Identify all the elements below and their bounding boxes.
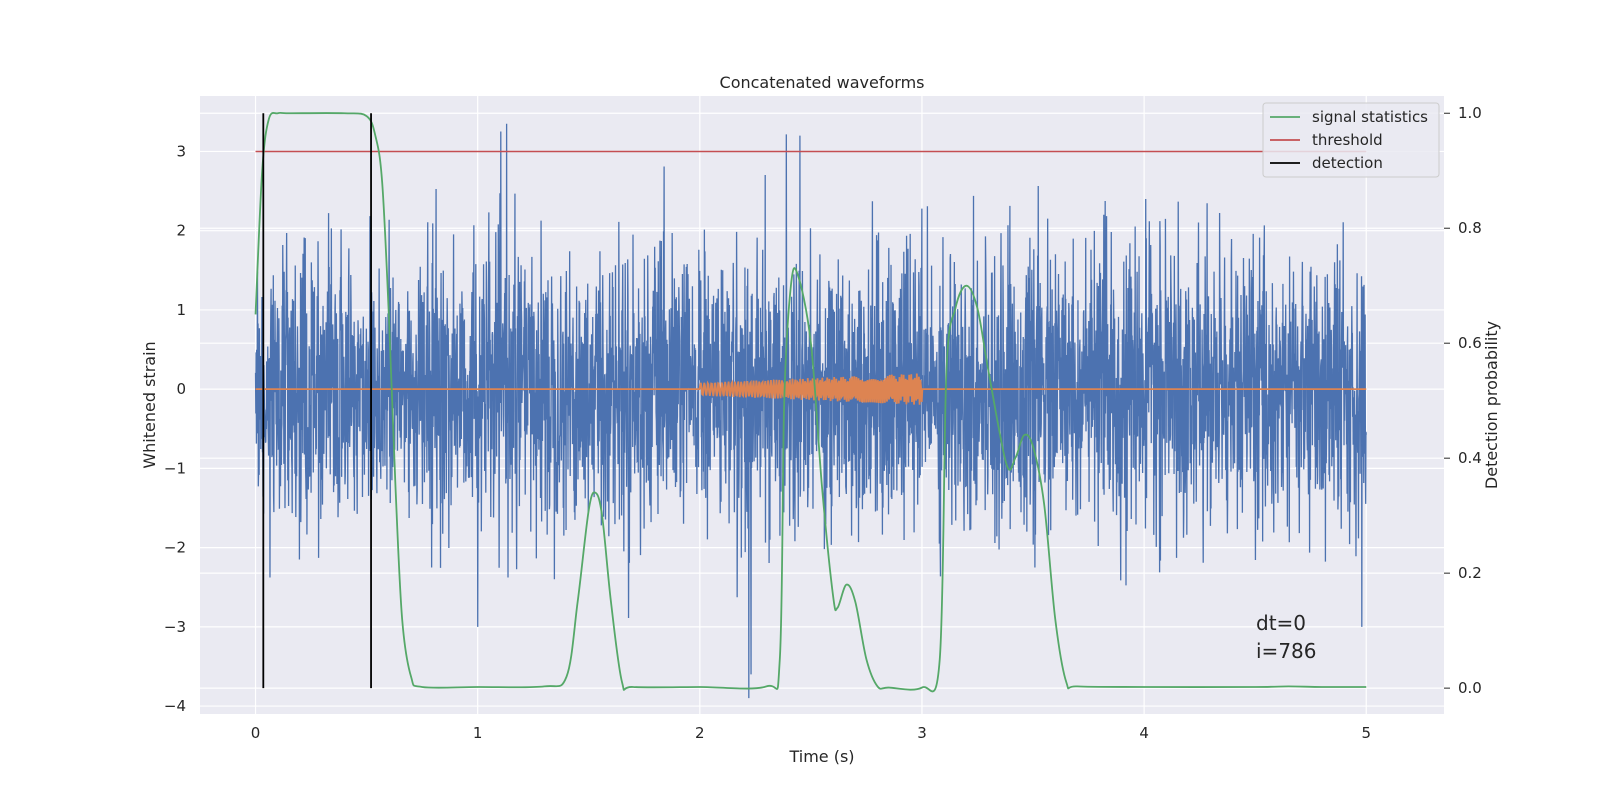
y-right-tick-label: 0.2 xyxy=(1458,564,1482,582)
annotation-i: i=786 xyxy=(1256,639,1317,663)
y-right-tick-label: 0.8 xyxy=(1458,219,1482,237)
y-right-tick-label: 0.6 xyxy=(1458,334,1482,352)
y-left-tick-label: 0 xyxy=(176,380,186,398)
series-signal-statistics xyxy=(254,111,1367,693)
legend: signal statistics threshold detection xyxy=(1262,102,1440,178)
series-layer xyxy=(254,111,1367,699)
legend-box xyxy=(1262,102,1440,178)
x-tick-label: 4 xyxy=(1139,724,1149,742)
chart-title: Concatenated waveforms xyxy=(720,73,925,92)
x-axis-label: Time (s) xyxy=(788,747,854,766)
series-waveform xyxy=(255,373,1367,405)
x-tick-label: 0 xyxy=(251,724,261,742)
tick-layer: 0 1 2 3 4 5 −4 −3 −2 −1 0 1 2 3 0.0 0.2 0.4 0.6 0.8 1.0 xyxy=(164,104,1482,742)
legend-label-signal-statistics: signal statistics xyxy=(1312,108,1428,126)
y-right-tick-label: 0.0 xyxy=(1458,679,1482,697)
legend-label-detection: detection xyxy=(1312,154,1383,172)
y-left-tick-label: 1 xyxy=(176,301,186,319)
y-left-tick-label: 2 xyxy=(176,222,186,240)
y-right-tick-label: 1.0 xyxy=(1458,104,1482,122)
y-axis-label-right: Detection probability xyxy=(1482,321,1501,489)
x-tick-label: 1 xyxy=(473,724,483,742)
y-left-tick-label: −1 xyxy=(164,459,186,477)
legend-label-threshold: threshold xyxy=(1312,131,1383,149)
annotation-dt: dt=0 xyxy=(1256,611,1306,635)
x-tick-label: 3 xyxy=(917,724,927,742)
y-right-tick-label: 0.4 xyxy=(1458,449,1482,467)
x-tick-label: 5 xyxy=(1361,724,1371,742)
series-whitened-strain xyxy=(254,123,1367,699)
y-left-tick-label: −2 xyxy=(164,539,186,557)
y-left-tick-label: 3 xyxy=(176,142,186,160)
y-axis-label-left: Whitened strain xyxy=(140,341,159,468)
y-left-tick-label: −4 xyxy=(164,697,186,715)
x-tick-label: 2 xyxy=(695,724,705,742)
y-left-tick-label: −3 xyxy=(164,618,186,636)
